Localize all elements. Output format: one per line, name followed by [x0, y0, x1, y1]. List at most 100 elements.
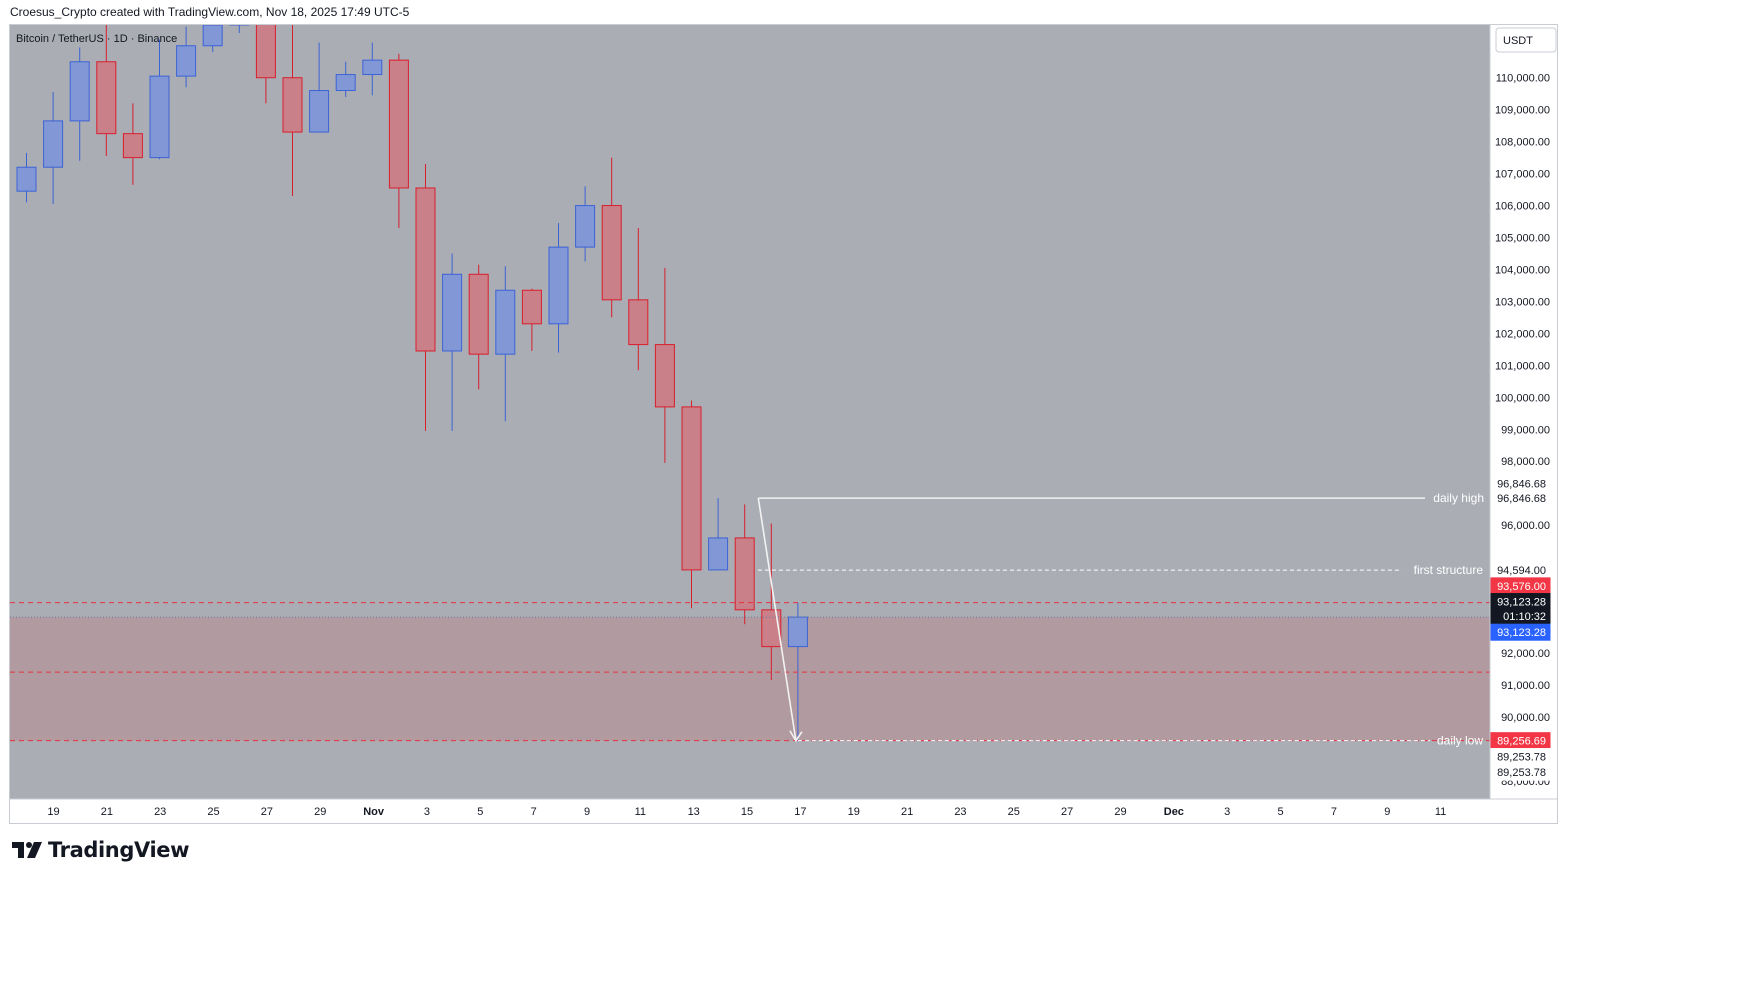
x-tick-label: 7 [1331, 806, 1337, 818]
candle-body [734, 537, 755, 611]
price-chart[interactable]: daily high first structure daily low Bitcoi… [10, 25, 1557, 823]
candle-body [362, 59, 383, 76]
y-tick-label: 106,000.00 [1495, 201, 1550, 213]
y-tick-label: 100,000.00 [1495, 392, 1550, 404]
x-tick-label: 11 [1435, 806, 1446, 818]
candle-body [69, 61, 90, 122]
daily-high-badge-a: 96,846.68 [1497, 478, 1546, 490]
x-tick-label: 7 [531, 806, 537, 818]
blue-price-badge-bg [1490, 623, 1551, 641]
y-tick-label: 107,000.00 [1495, 169, 1550, 181]
candle-body [149, 75, 170, 159]
x-tick-label: Nov [363, 806, 385, 818]
low-badge-a: 89,253.78 [1497, 752, 1546, 764]
y-tick-label: 96,000.00 [1501, 520, 1550, 532]
y-tick-label: 110,000.00 [1496, 73, 1550, 85]
candle-body [282, 77, 303, 133]
candle-body [442, 273, 463, 352]
x-tick-label: 21 [101, 806, 113, 818]
y-tick-label: 104,000.00 [1495, 264, 1550, 276]
trend-arrow-head [789, 730, 803, 743]
countdown-badge: 01:10:32 [1503, 611, 1546, 623]
x-tick-label: 23 [154, 806, 166, 818]
x-tick-label: 21 [901, 806, 913, 818]
first-structure-badge: 94,594.00 [1497, 565, 1546, 577]
x-tick-label: 25 [1008, 806, 1020, 818]
x-tick-label: 23 [954, 806, 966, 818]
candle-body [202, 25, 223, 47]
x-tick-label: 19 [848, 806, 860, 818]
candle-body [122, 133, 143, 159]
candle-body [654, 344, 675, 408]
daily-low-label: daily low [1437, 734, 1483, 748]
blue-price-badge: 93,123.28 [1497, 627, 1546, 639]
y-tick-label: 103,000.00 [1495, 296, 1550, 308]
candle-body [335, 74, 356, 92]
x-tick-label: 27 [1061, 806, 1073, 818]
x-tick-label: 3 [424, 806, 430, 818]
tradingview-logo[interactable]: TradingView [12, 838, 189, 862]
candle-body [548, 246, 569, 325]
red-level-badge: 93,576.00 [1497, 581, 1546, 593]
candle-body [575, 205, 596, 248]
y-tick-label: 108,000.00 [1495, 137, 1550, 149]
x-tick-label: 27 [261, 806, 273, 818]
y-tick-label: 105,000.00 [1495, 233, 1550, 245]
y-tick-label: 99,000.00 [1501, 424, 1550, 436]
candle-body [43, 120, 64, 168]
candle-body [495, 289, 516, 355]
tradingview-logo-icon [12, 842, 42, 858]
candle-body [761, 609, 782, 648]
candle-body [309, 90, 330, 133]
chart-frame[interactable]: daily high first structure daily low Bitcoi… [9, 24, 1558, 824]
x-tick-label: 9 [1384, 806, 1390, 818]
x-tick-label: 9 [584, 806, 590, 818]
x-tick-label: 29 [1114, 806, 1126, 818]
y-tick-label: 101,000.00 [1495, 360, 1550, 372]
candle-body [521, 289, 542, 325]
candle-body [628, 299, 649, 346]
x-tick-label: 13 [688, 806, 700, 818]
candle-body [681, 406, 702, 571]
low-badge-b-bg [1490, 763, 1551, 781]
x-tick-label: 15 [741, 806, 753, 818]
candle-body [96, 61, 117, 135]
y-tick-label: 90,000.00 [1501, 712, 1550, 724]
x-tick-label: Dec [1164, 806, 1184, 818]
trend-arrow-line [757, 497, 797, 741]
candle-body [388, 59, 409, 189]
y-tick-label: 92,000.00 [1501, 648, 1550, 660]
x-tick-label: 17 [794, 806, 806, 818]
daily-low-badge: 89,256.69 [1497, 736, 1546, 748]
candle-body [708, 537, 729, 571]
daily-high-badge-b: 96,846.68 [1497, 493, 1546, 505]
candle-body [255, 25, 276, 79]
y-tick-label: 109,000.00 [1495, 105, 1550, 117]
currency-button-label: USDT [1503, 35, 1533, 47]
candle-body [468, 273, 489, 355]
demand-zone [10, 617, 1490, 741]
candle-body [176, 45, 197, 77]
candle-body [415, 187, 436, 352]
daily-high-label: daily high [1433, 491, 1484, 505]
x-tick-label: 11 [635, 806, 646, 818]
currency-button [1495, 27, 1557, 53]
first-structure-label: first structure [1414, 563, 1484, 577]
candle-body [787, 616, 808, 648]
candle-body [601, 205, 622, 301]
candle-body [16, 166, 37, 192]
last-price-badge: 93,123.28 [1497, 597, 1546, 609]
tradingview-logo-text: TradingView [48, 838, 190, 862]
chart-header: Croesus_Crypto created with TradingView.… [10, 5, 410, 19]
y-tick-label: 98,000.00 [1501, 456, 1550, 468]
x-tick-label: 19 [47, 806, 59, 818]
x-tick-label: 5 [477, 806, 483, 818]
y-tick-label: 102,000.00 [1495, 328, 1550, 340]
y-tick-label: 91,000.00 [1501, 680, 1550, 692]
x-tick-label: 25 [207, 806, 219, 818]
x-tick-label: 5 [1277, 806, 1283, 818]
symbol-label: Bitcoin / TetherUS · 1D · Binance [16, 33, 177, 45]
x-tick-label: 29 [314, 806, 326, 818]
low-badge-b: 89,253.78 [1497, 767, 1546, 779]
daily-high-badge-b-bg [1490, 489, 1551, 507]
